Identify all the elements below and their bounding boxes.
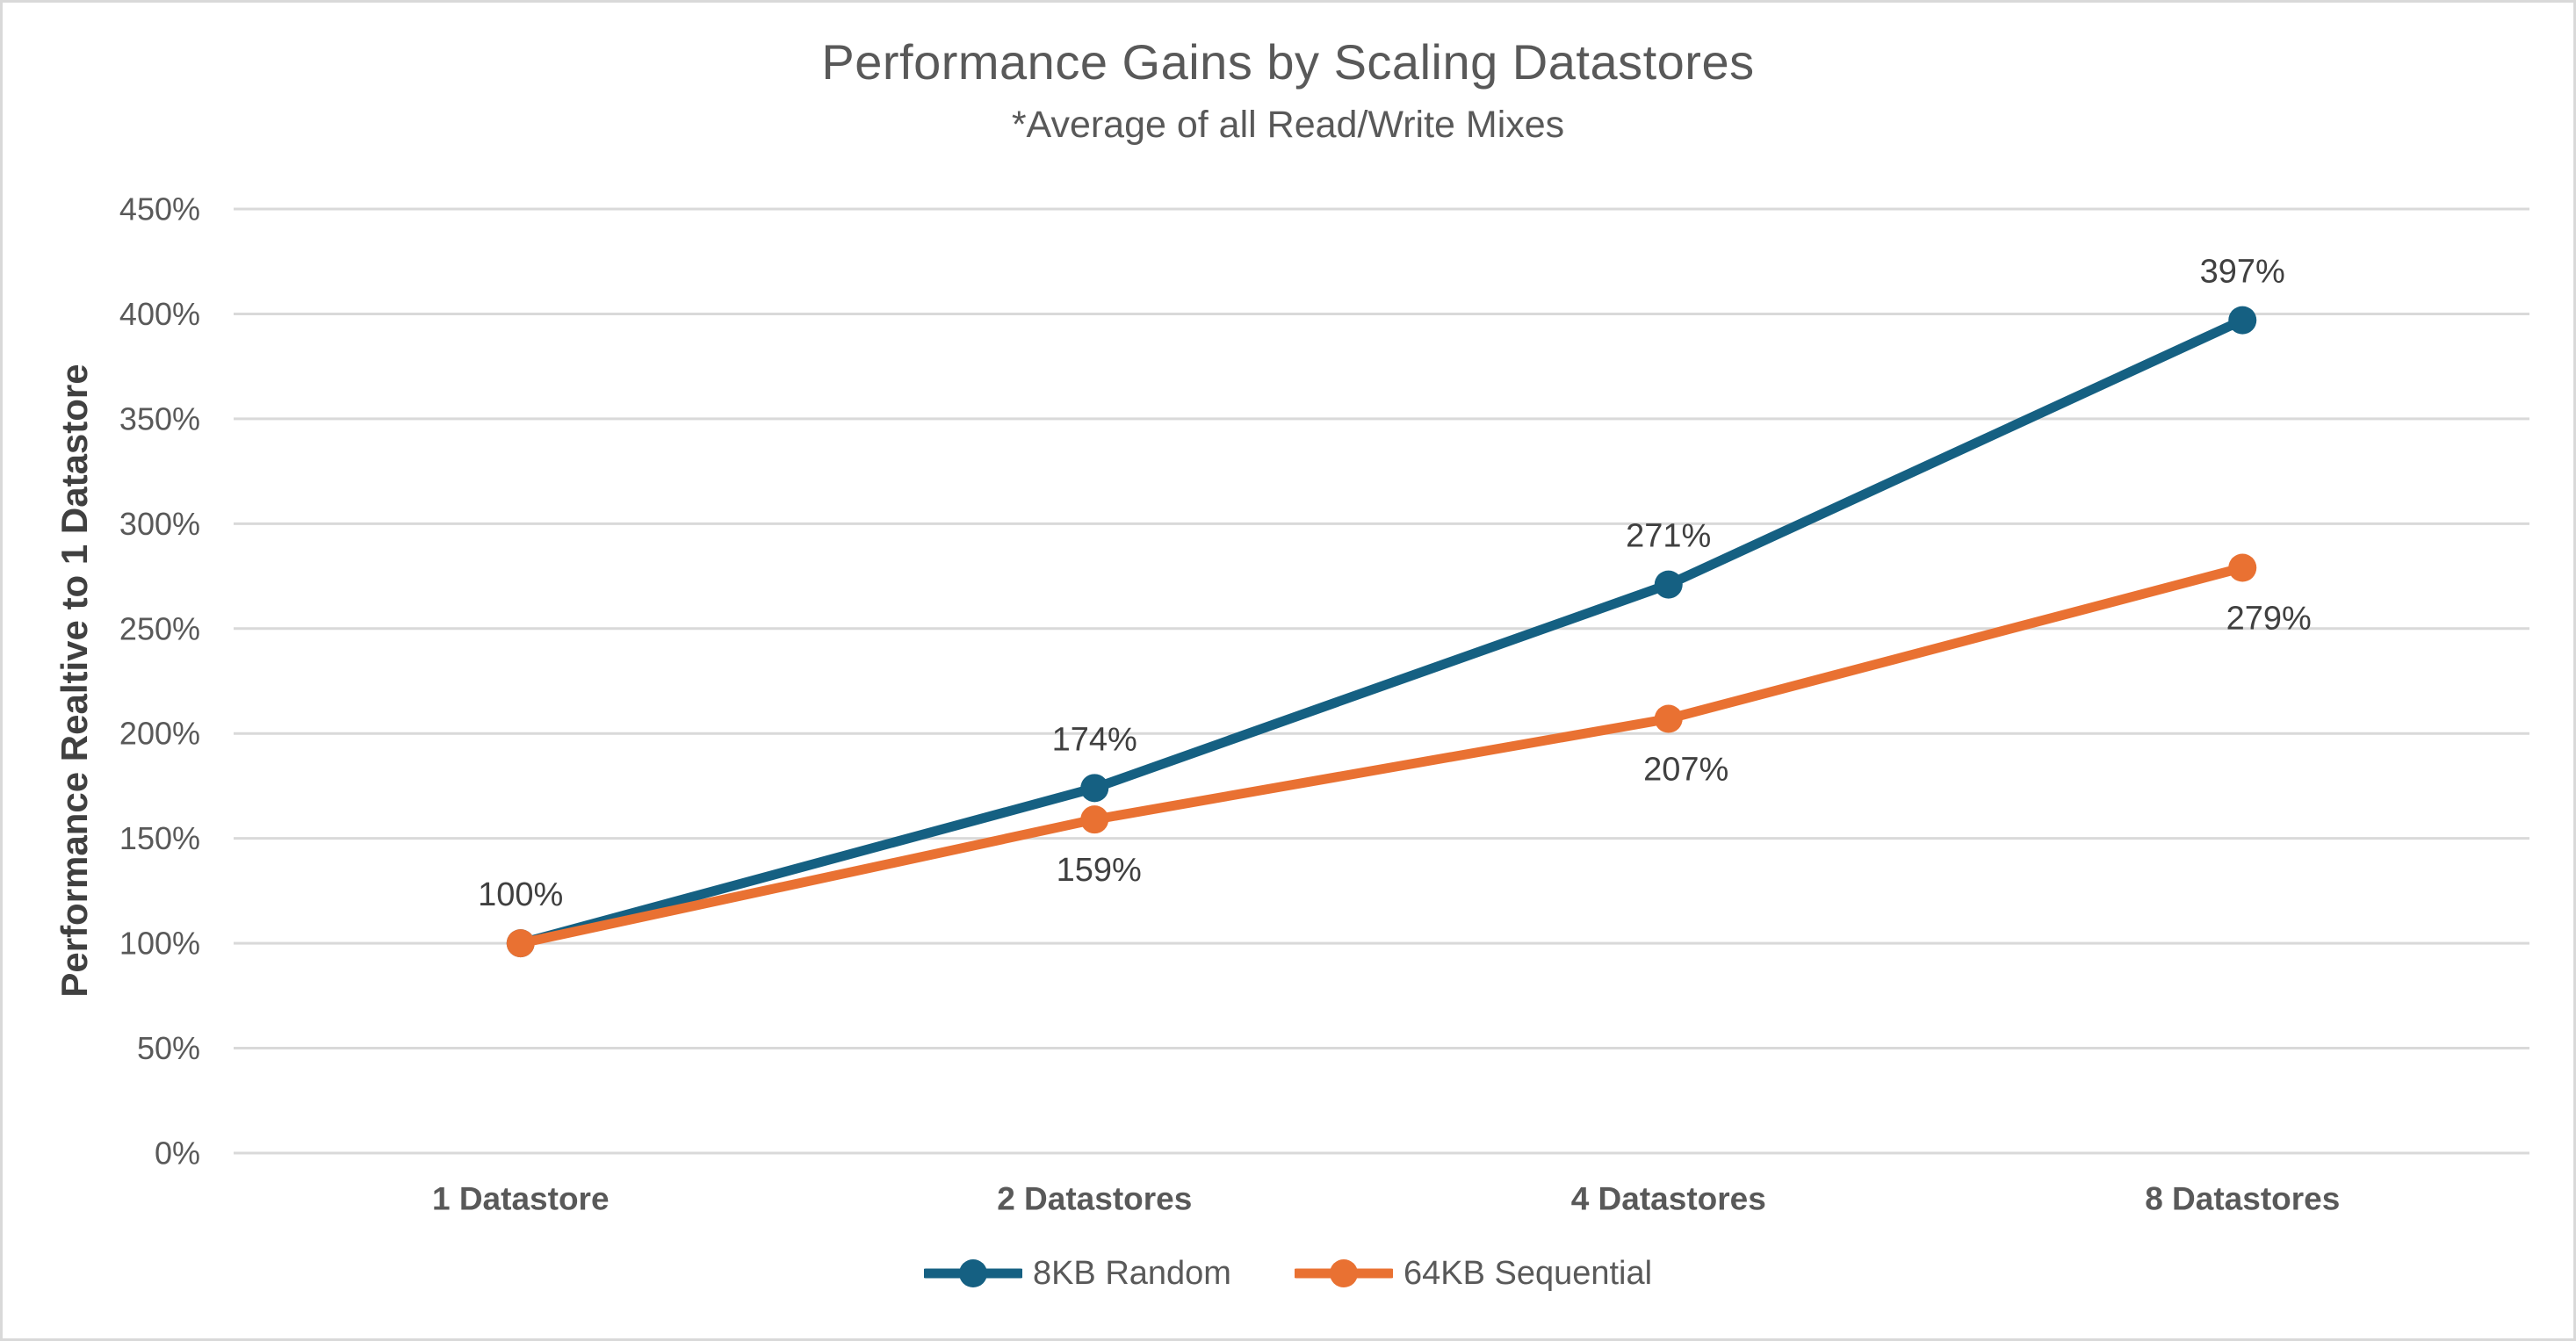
y-tick-label: 250% — [119, 610, 200, 646]
data-label: 279% — [2226, 601, 2312, 638]
data-point-marker-8kb-random — [1080, 774, 1109, 803]
data-point-marker-64kb-sequential — [1654, 704, 1683, 733]
x-axis-label: 2 Datastores — [997, 1181, 1192, 1217]
chart-title: Performance Gains by Scaling Datastores — [821, 34, 1755, 90]
chart-subtitle: *Average of all Read/Write Mixes — [1011, 104, 1565, 146]
y-tick-label: 200% — [119, 716, 200, 752]
y-tick-label: 0% — [155, 1136, 200, 1172]
data-point-marker-8kb-random — [1654, 570, 1683, 599]
x-axis-label: 4 Datastores — [1571, 1181, 1766, 1217]
x-axis-label: 1 Datastore — [432, 1181, 610, 1217]
y-tick-label: 50% — [137, 1030, 200, 1066]
data-label: 271% — [1626, 518, 1711, 555]
data-point-marker-64kb-sequential — [506, 929, 535, 958]
data-point-marker-64kb-sequential — [2228, 553, 2257, 582]
legend-item-8kb-random: 8KB Random — [923, 1254, 1231, 1293]
series-line-8kb-random — [516, 315, 2248, 948]
data-point-marker-64kb-sequential — [1080, 805, 1109, 834]
x-axis-label: 8 Datastores — [2145, 1181, 2340, 1217]
data-label: 159% — [1057, 852, 1142, 889]
data-label: 100% — [478, 876, 563, 913]
y-tick-label: 100% — [119, 926, 200, 962]
data-label: 174% — [1052, 721, 1137, 758]
data-point-marker-8kb-random — [2228, 306, 2257, 335]
y-tick-label: 350% — [119, 400, 200, 436]
legend-label-64kb-sequential: 64KB Sequential — [1403, 1254, 1653, 1292]
y-tick-label: 300% — [119, 506, 200, 542]
legend-label-8kb-random: 8KB Random — [1032, 1254, 1231, 1292]
y-tick-label: 450% — [119, 191, 200, 227]
y-tick-label: 150% — [119, 820, 200, 856]
series-line-64kb-sequential — [516, 563, 2248, 948]
data-label: 207% — [1643, 752, 1728, 789]
y-tick-label: 400% — [119, 296, 200, 332]
legend: 8KB Random 64KB Sequential — [0, 1254, 2576, 1293]
legend-line-marker-icon — [1294, 1259, 1393, 1287]
legend-line-marker-icon — [923, 1259, 1022, 1287]
data-label: 397% — [2200, 254, 2285, 291]
legend-item-64kb-sequential: 64KB Sequential — [1294, 1254, 1653, 1293]
